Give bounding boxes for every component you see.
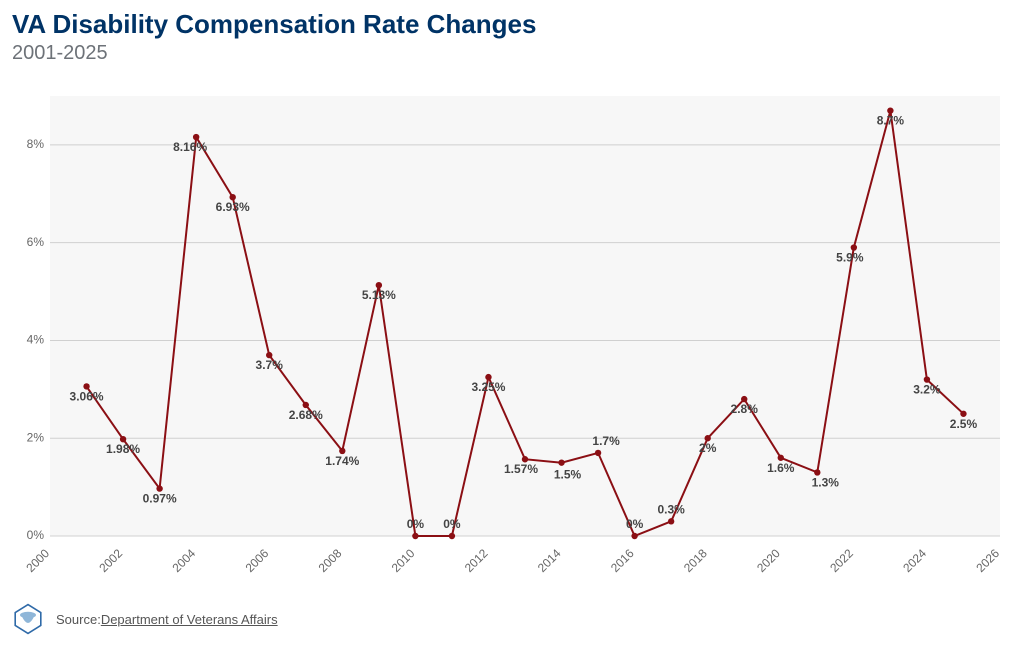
y-tick-label: 0% (27, 528, 45, 542)
data-point-label: 1.7% (592, 434, 620, 448)
data-point-label: 1.5% (554, 468, 582, 482)
source-footer: Source: Department of Veterans Affairs (12, 602, 1008, 636)
data-point-label: 3.7% (256, 358, 284, 372)
x-tick-label: 2026 (973, 546, 1002, 575)
x-tick-label: 2016 (608, 546, 637, 575)
x-tick-label: 2020 (754, 546, 783, 575)
data-point (449, 533, 455, 539)
x-tick-label: 2008 (316, 546, 345, 575)
y-tick-label: 4% (27, 333, 45, 347)
data-point-label: 1.6% (767, 461, 795, 475)
x-tick-label: 2022 (827, 546, 856, 575)
y-tick-label: 6% (27, 235, 45, 249)
data-point-label: 2% (699, 441, 717, 455)
data-point-label: 0% (443, 517, 461, 531)
x-tick-label: 2000 (23, 546, 52, 575)
data-point (595, 450, 601, 456)
data-point-label: 1.57% (504, 462, 538, 476)
data-point (668, 518, 674, 524)
x-tick-label: 2018 (681, 546, 710, 575)
data-point-label: 5.13% (362, 288, 396, 302)
x-tick-label: 2006 (243, 546, 272, 575)
data-point-label: 5.9% (836, 251, 864, 265)
chart-title: VA Disability Compensation Rate Changes (12, 10, 1008, 40)
data-point-label: 3.25% (471, 380, 505, 394)
data-point-label: 0% (407, 517, 425, 531)
x-tick-label: 2024 (900, 546, 929, 575)
y-tick-label: 2% (27, 430, 45, 444)
y-tick-label: 8% (27, 137, 45, 151)
source-prefix: Source: (56, 612, 101, 627)
data-point-label: 0% (626, 517, 644, 531)
rate-change-line-chart: 0% 2% 4% 6% 8% 2000 2002 2004 2006 2008 2010 2012 2… (12, 92, 1008, 592)
data-point-label: 0.97% (143, 492, 177, 506)
data-point-label: 1.3% (812, 475, 840, 489)
data-point-label: 6.93% (216, 200, 250, 214)
data-point-label: 2.5% (950, 417, 978, 431)
data-point-label: 2.68% (289, 408, 323, 422)
data-point-label: 8.16% (173, 140, 207, 154)
data-point-label: 3.06% (70, 389, 104, 403)
data-point-label: 1.98% (106, 442, 140, 456)
data-point-label: 1.74% (325, 454, 359, 468)
x-tick-label: 2010 (389, 546, 418, 575)
data-point-label: 2.8% (731, 402, 759, 416)
data-point-label: 3.2% (913, 383, 941, 397)
x-tick-label: 2014 (535, 546, 564, 575)
x-tick-label: 2012 (462, 546, 491, 575)
data-point-label: 8.7% (877, 114, 905, 128)
va-logo-icon (12, 603, 44, 635)
data-point (412, 533, 418, 539)
x-tick-label: 2002 (96, 546, 125, 575)
data-point (558, 459, 564, 465)
chart-subtitle: 2001-2025 (12, 42, 1008, 65)
x-tick-label: 2004 (169, 546, 198, 575)
data-point (631, 533, 637, 539)
data-point-label: 0.3% (657, 502, 685, 516)
source-link[interactable]: Department of Veterans Affairs (101, 612, 278, 627)
